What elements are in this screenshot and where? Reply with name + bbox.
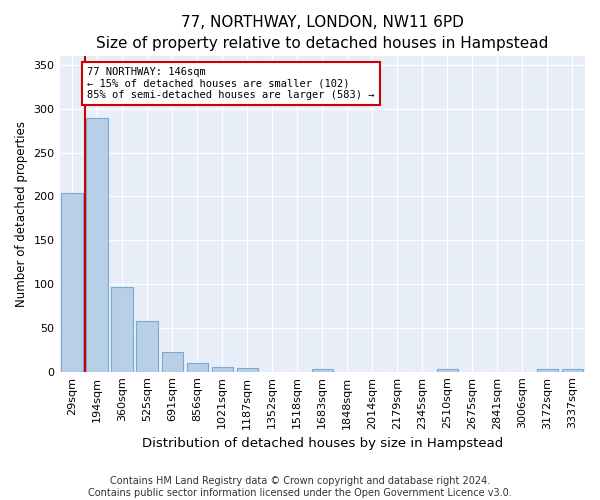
Bar [161, 352, 183, 372]
Bar [136, 321, 158, 372]
Bar [61, 193, 83, 372]
X-axis label: Distribution of detached houses by size in Hampstead: Distribution of detached houses by size … [142, 437, 503, 450]
Bar [537, 369, 558, 372]
Text: Contains HM Land Registry data © Crown copyright and database right 2024.
Contai: Contains HM Land Registry data © Crown c… [88, 476, 512, 498]
Text: 77 NORTHWAY: 146sqm
← 15% of detached houses are smaller (102)
85% of semi-detac: 77 NORTHWAY: 146sqm ← 15% of detached ho… [87, 67, 374, 100]
Bar [437, 369, 458, 372]
Y-axis label: Number of detached properties: Number of detached properties [15, 121, 28, 307]
Bar [187, 363, 208, 372]
Bar [86, 118, 108, 372]
Bar [112, 286, 133, 372]
Bar [236, 368, 258, 372]
Bar [562, 369, 583, 372]
Title: 77, NORTHWAY, LONDON, NW11 6PD
Size of property relative to detached houses in H: 77, NORTHWAY, LONDON, NW11 6PD Size of p… [96, 15, 548, 51]
Bar [311, 369, 333, 372]
Bar [212, 368, 233, 372]
